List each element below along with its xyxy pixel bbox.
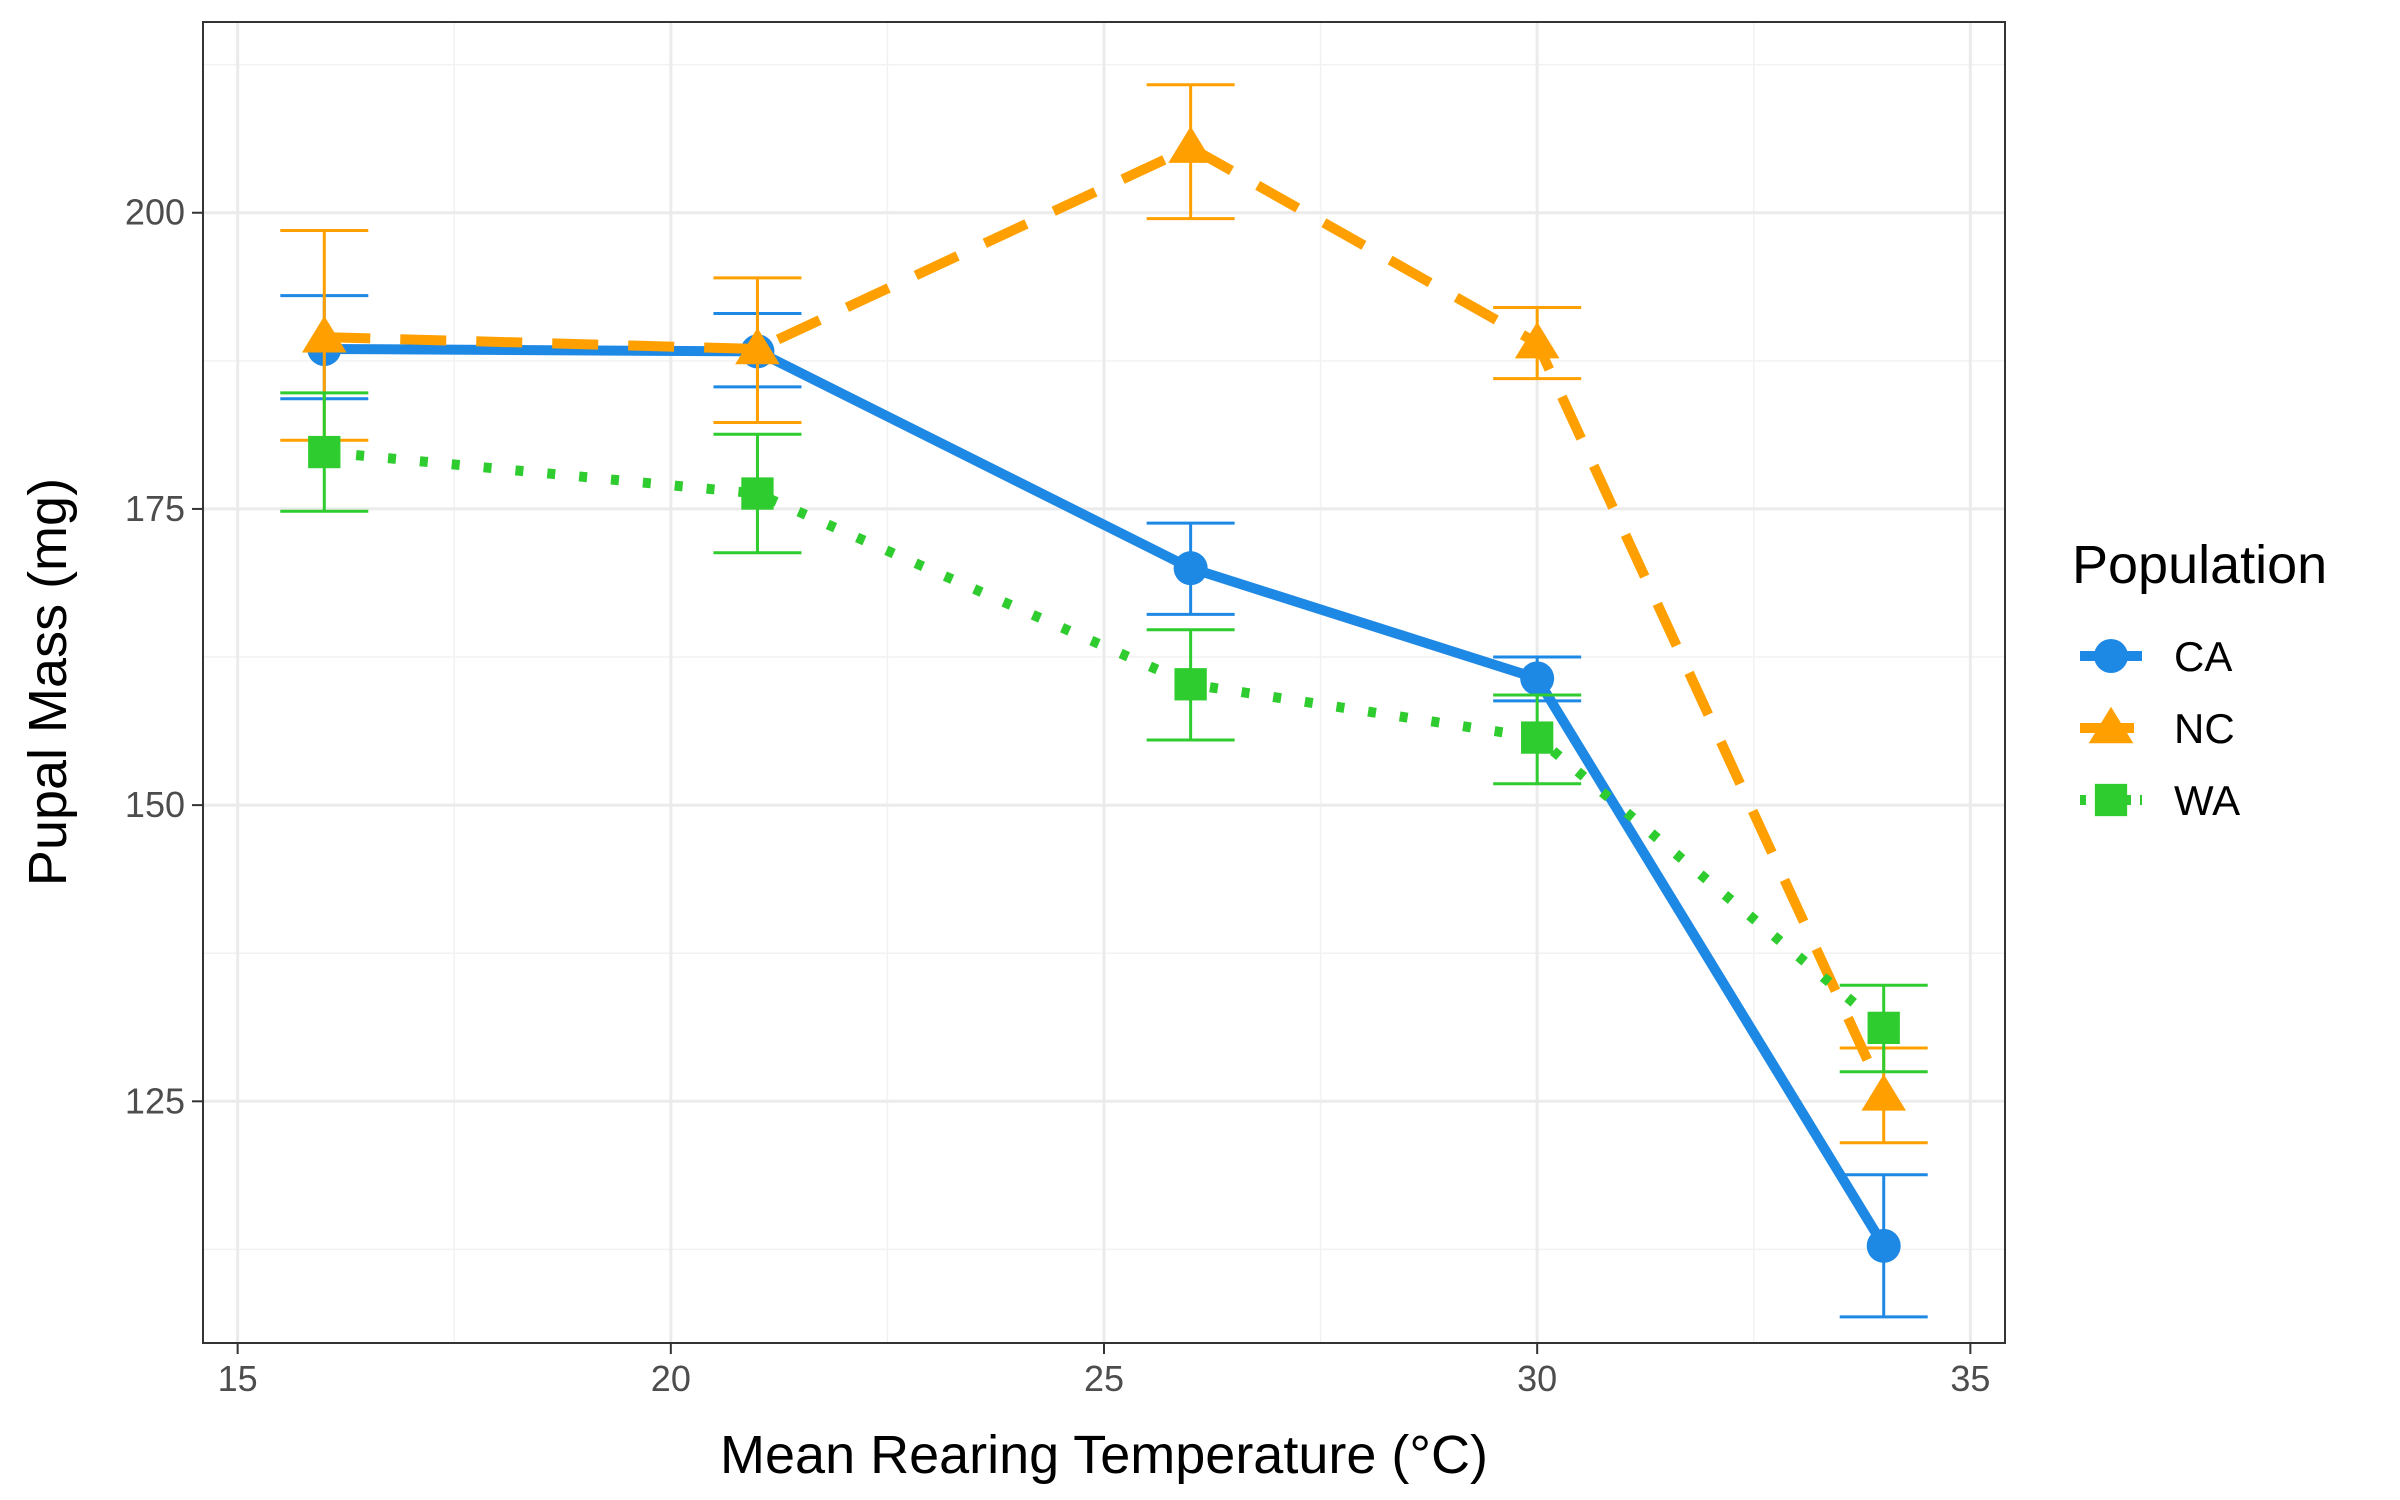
data-point-nc xyxy=(1861,1074,1907,1111)
x-tick-label: 20 xyxy=(651,1358,691,1399)
series-nc xyxy=(280,83,1928,1145)
y-axis-title: Pupal Mass (mg) xyxy=(18,478,78,886)
y-tick-label: 200 xyxy=(125,192,185,233)
data-point-nc xyxy=(1514,321,1560,359)
data-point-wa xyxy=(1521,721,1554,754)
data-point-nc xyxy=(735,327,780,365)
data-point-nc xyxy=(301,315,347,353)
legend-key-marker-ca xyxy=(2094,639,2128,673)
series-layer xyxy=(280,83,1928,1319)
y-tick-label: 125 xyxy=(125,1080,185,1121)
legend-label-nc: NC xyxy=(2174,705,2235,752)
series-line-wa xyxy=(323,447,1887,1032)
legend-item-ca: CA xyxy=(2080,633,2232,680)
data-point-ca xyxy=(1520,661,1555,696)
x-axis: 15 20 25 30 35 xyxy=(218,1343,1990,1399)
legend: Population CA NC WA xyxy=(2072,535,2327,824)
x-tick-label: 15 xyxy=(218,1358,258,1399)
x-tick-label: 30 xyxy=(1517,1358,1557,1399)
grid-major xyxy=(203,22,2005,1343)
legend-label-ca: CA xyxy=(2174,633,2232,680)
data-point-nc xyxy=(1168,126,1213,163)
x-axis-title: Mean Rearing Temperature (°C) xyxy=(720,1425,1488,1485)
legend-item-wa: WA xyxy=(2080,777,2240,824)
x-tick-label: 35 xyxy=(1950,1358,1990,1399)
x-tick-label: 25 xyxy=(1084,1358,1124,1399)
data-point-wa xyxy=(1867,1011,1900,1045)
y-tick-label: 175 xyxy=(125,488,185,529)
data-point-ca xyxy=(1866,1228,1901,1263)
series-wa xyxy=(280,391,1928,1074)
legend-key-marker-wa xyxy=(2094,783,2128,817)
y-tick-label: 150 xyxy=(125,784,185,825)
legend-title: Population xyxy=(2072,535,2327,595)
y-axis: 125 150 175 200 xyxy=(125,192,203,1121)
legend-key-marker-nc xyxy=(2088,706,2134,744)
data-point-wa xyxy=(1174,668,1207,701)
data-point-ca xyxy=(1173,551,1208,586)
legend-item-nc: NC xyxy=(2080,705,2235,752)
data-point-wa xyxy=(308,435,341,469)
legend-label-wa: WA xyxy=(2174,777,2240,824)
data-point-wa xyxy=(741,477,774,510)
